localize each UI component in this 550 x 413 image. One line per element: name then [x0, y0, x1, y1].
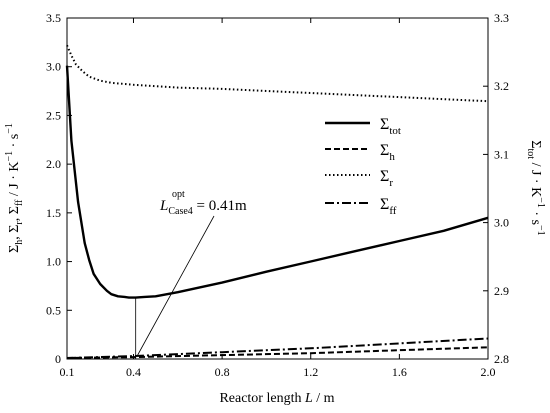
- y-left-tick-label: 0: [55, 352, 61, 366]
- annotation-var: L: [159, 198, 168, 214]
- legend-label-ff: Σff: [380, 196, 397, 217]
- legend-label-h: Σh: [380, 142, 395, 163]
- annotation-sub: Case4: [168, 206, 192, 217]
- series-line-tot: [65, 65, 489, 299]
- y-left-tick-label: 3.5: [46, 11, 61, 25]
- legend-label-r: Σr: [380, 168, 393, 189]
- legend-label-tot: Σtot: [380, 116, 401, 137]
- series-line-ff: [66, 337, 489, 359]
- plot-frame: [66, 17, 489, 360]
- x-axis-label: Reactor length L / m: [219, 391, 334, 406]
- y-right-tick-label: 2.8: [494, 352, 509, 366]
- y-left-axis-label: Σh, Σr, Σff / J · K−1 · s−1: [4, 123, 25, 253]
- y-right-axis-label: Σtot / J · K−1 · s−1: [525, 140, 546, 235]
- y-right-tick-label: 3.1: [494, 147, 509, 161]
- y-right-tick-label: 3.3: [494, 11, 509, 25]
- y-left-tick-label: 3.0: [46, 60, 61, 74]
- x-tick-label: 0.8: [215, 365, 230, 379]
- y-left-tick-label: 0.5: [46, 303, 61, 317]
- x-tick-label: 0.4: [126, 365, 141, 379]
- y-right-tick-label: 3.0: [494, 216, 509, 230]
- y-right-tick-label: 3.2: [494, 79, 509, 93]
- y-left-tick-label: 1.0: [46, 255, 61, 269]
- x-ticks: 0.1 0.4 0.8 1.2 1.6 2.0: [60, 18, 496, 379]
- y-left-tick-label: 2.5: [46, 108, 61, 122]
- y-right-tick-label: 2.9: [494, 284, 509, 298]
- series-layer: [65, 44, 489, 359]
- y-left-tick-label: 2.0: [46, 157, 61, 171]
- x-tick-label: 1.6: [392, 365, 407, 379]
- x-tick-label: 0.1: [60, 365, 75, 379]
- annotation-label: LCase4 = 0.41m: [159, 198, 247, 217]
- y-left-tick-label: 1.5: [46, 206, 61, 220]
- annotation-sup: opt: [172, 189, 185, 200]
- annotation-leader-line: [137, 215, 215, 356]
- y-left-ticks: 0 0.5 1.0 1.5 2.0 2.5 3.0 3.5: [46, 11, 72, 366]
- x-tick-label: 2.0: [481, 365, 496, 379]
- x-tick-label: 1.2: [303, 365, 318, 379]
- series-line-r: [66, 44, 489, 103]
- annotation-value: = 0.41m: [193, 198, 247, 214]
- y-right-ticks: 2.8 2.9 3.0 3.1 3.2 3.3: [483, 11, 509, 366]
- legend: Σtot Σh Σr Σff: [325, 116, 401, 217]
